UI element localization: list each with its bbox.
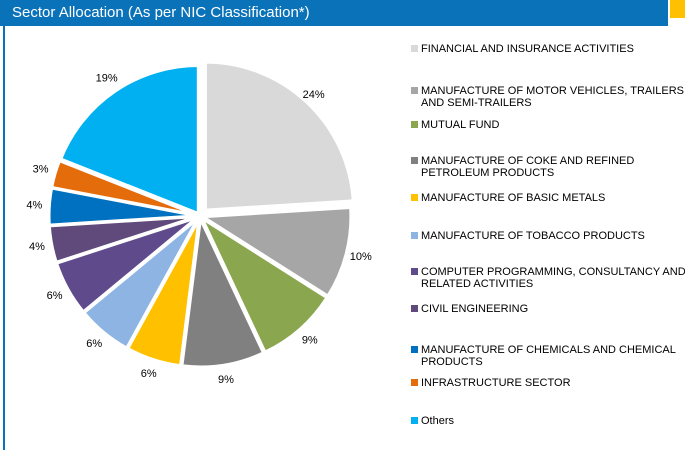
legend-label: CIVIL ENGINEERING bbox=[421, 303, 529, 315]
legend-label: MANUFACTURE OF COKE AND REFINED PETROLEU… bbox=[421, 155, 635, 179]
pie-slice bbox=[58, 64, 200, 216]
data-label: 6% bbox=[141, 368, 157, 380]
legend-item: MANUFACTURE OF TOBACCO PRODUCTS bbox=[411, 230, 685, 242]
legend-item: FINANCIAL AND INSURANCE ACTIVITIES bbox=[411, 43, 685, 55]
legend-label: Others bbox=[421, 415, 455, 427]
legend-label: MANUFACTURE OF CHEMICALS AND CHEMICAL PR… bbox=[421, 344, 676, 368]
data-label: 6% bbox=[86, 338, 102, 350]
pie-slice bbox=[203, 60, 355, 212]
data-label: 6% bbox=[47, 290, 63, 302]
legend-label: INFRASTRUCTURE SECTOR bbox=[421, 377, 571, 389]
legend-label: MANUFACTURE OF MOTOR VEHICLES, TRAILERS … bbox=[421, 85, 685, 109]
legend-swatch bbox=[411, 87, 418, 94]
legend-swatch bbox=[411, 45, 418, 52]
legend-label: COMPUTER PROGRAMMING, CONSULTANCY AND RE… bbox=[421, 266, 685, 290]
legend-swatch bbox=[411, 379, 418, 386]
data-label: 19% bbox=[96, 73, 118, 85]
legend-item: MUTUAL FUND bbox=[411, 119, 685, 131]
legend-label: FINANCIAL AND INSURANCE ACTIVITIES bbox=[421, 43, 634, 55]
data-label: 24% bbox=[303, 89, 325, 101]
legend-swatch bbox=[411, 194, 418, 201]
legend-item: MANUFACTURE OF BASIC METALS bbox=[411, 192, 685, 204]
pie-slice bbox=[198, 214, 330, 355]
data-label: 4% bbox=[26, 199, 42, 211]
legend-swatch bbox=[411, 417, 418, 424]
corner-accent bbox=[670, 0, 685, 18]
legend-swatch bbox=[411, 346, 418, 353]
legend-label: MUTUAL FUND bbox=[421, 119, 500, 131]
pie-slice bbox=[198, 205, 353, 299]
legend-item: MANUFACTURE OF COKE AND REFINED PETROLEU… bbox=[411, 155, 685, 179]
panel-border bbox=[3, 26, 5, 450]
legend-swatch bbox=[411, 305, 418, 312]
pie-slice bbox=[49, 158, 198, 217]
pie-slice bbox=[180, 213, 266, 369]
data-label: 9% bbox=[302, 334, 318, 346]
legend-item: COMPUTER PROGRAMMING, CONSULTANCY AND RE… bbox=[411, 266, 685, 290]
legend-swatch bbox=[411, 121, 418, 128]
legend-swatch bbox=[411, 157, 418, 164]
data-label: 10% bbox=[350, 251, 372, 263]
chart-title: Sector Allocation (As per NIC Classifica… bbox=[12, 4, 310, 21]
data-label: 4% bbox=[29, 241, 45, 253]
data-label: 3% bbox=[33, 164, 49, 176]
title-bar: Sector Allocation (As per NIC Classifica… bbox=[0, 0, 668, 26]
legend-swatch bbox=[411, 268, 418, 275]
legend-item: INFRASTRUCTURE SECTOR bbox=[411, 377, 685, 389]
legend-item: CIVIL ENGINEERING bbox=[411, 303, 685, 315]
legend-label: MANUFACTURE OF BASIC METALS bbox=[421, 192, 606, 204]
legend-swatch bbox=[411, 232, 418, 239]
legend-label: MANUFACTURE OF TOBACCO PRODUCTS bbox=[421, 230, 645, 242]
data-label: 9% bbox=[218, 374, 234, 386]
legend-item: MANUFACTURE OF CHEMICALS AND CHEMICAL PR… bbox=[411, 344, 685, 368]
legend-item: Others bbox=[411, 415, 685, 427]
legend-item: MANUFACTURE OF MOTOR VEHICLES, TRAILERS … bbox=[411, 85, 685, 109]
